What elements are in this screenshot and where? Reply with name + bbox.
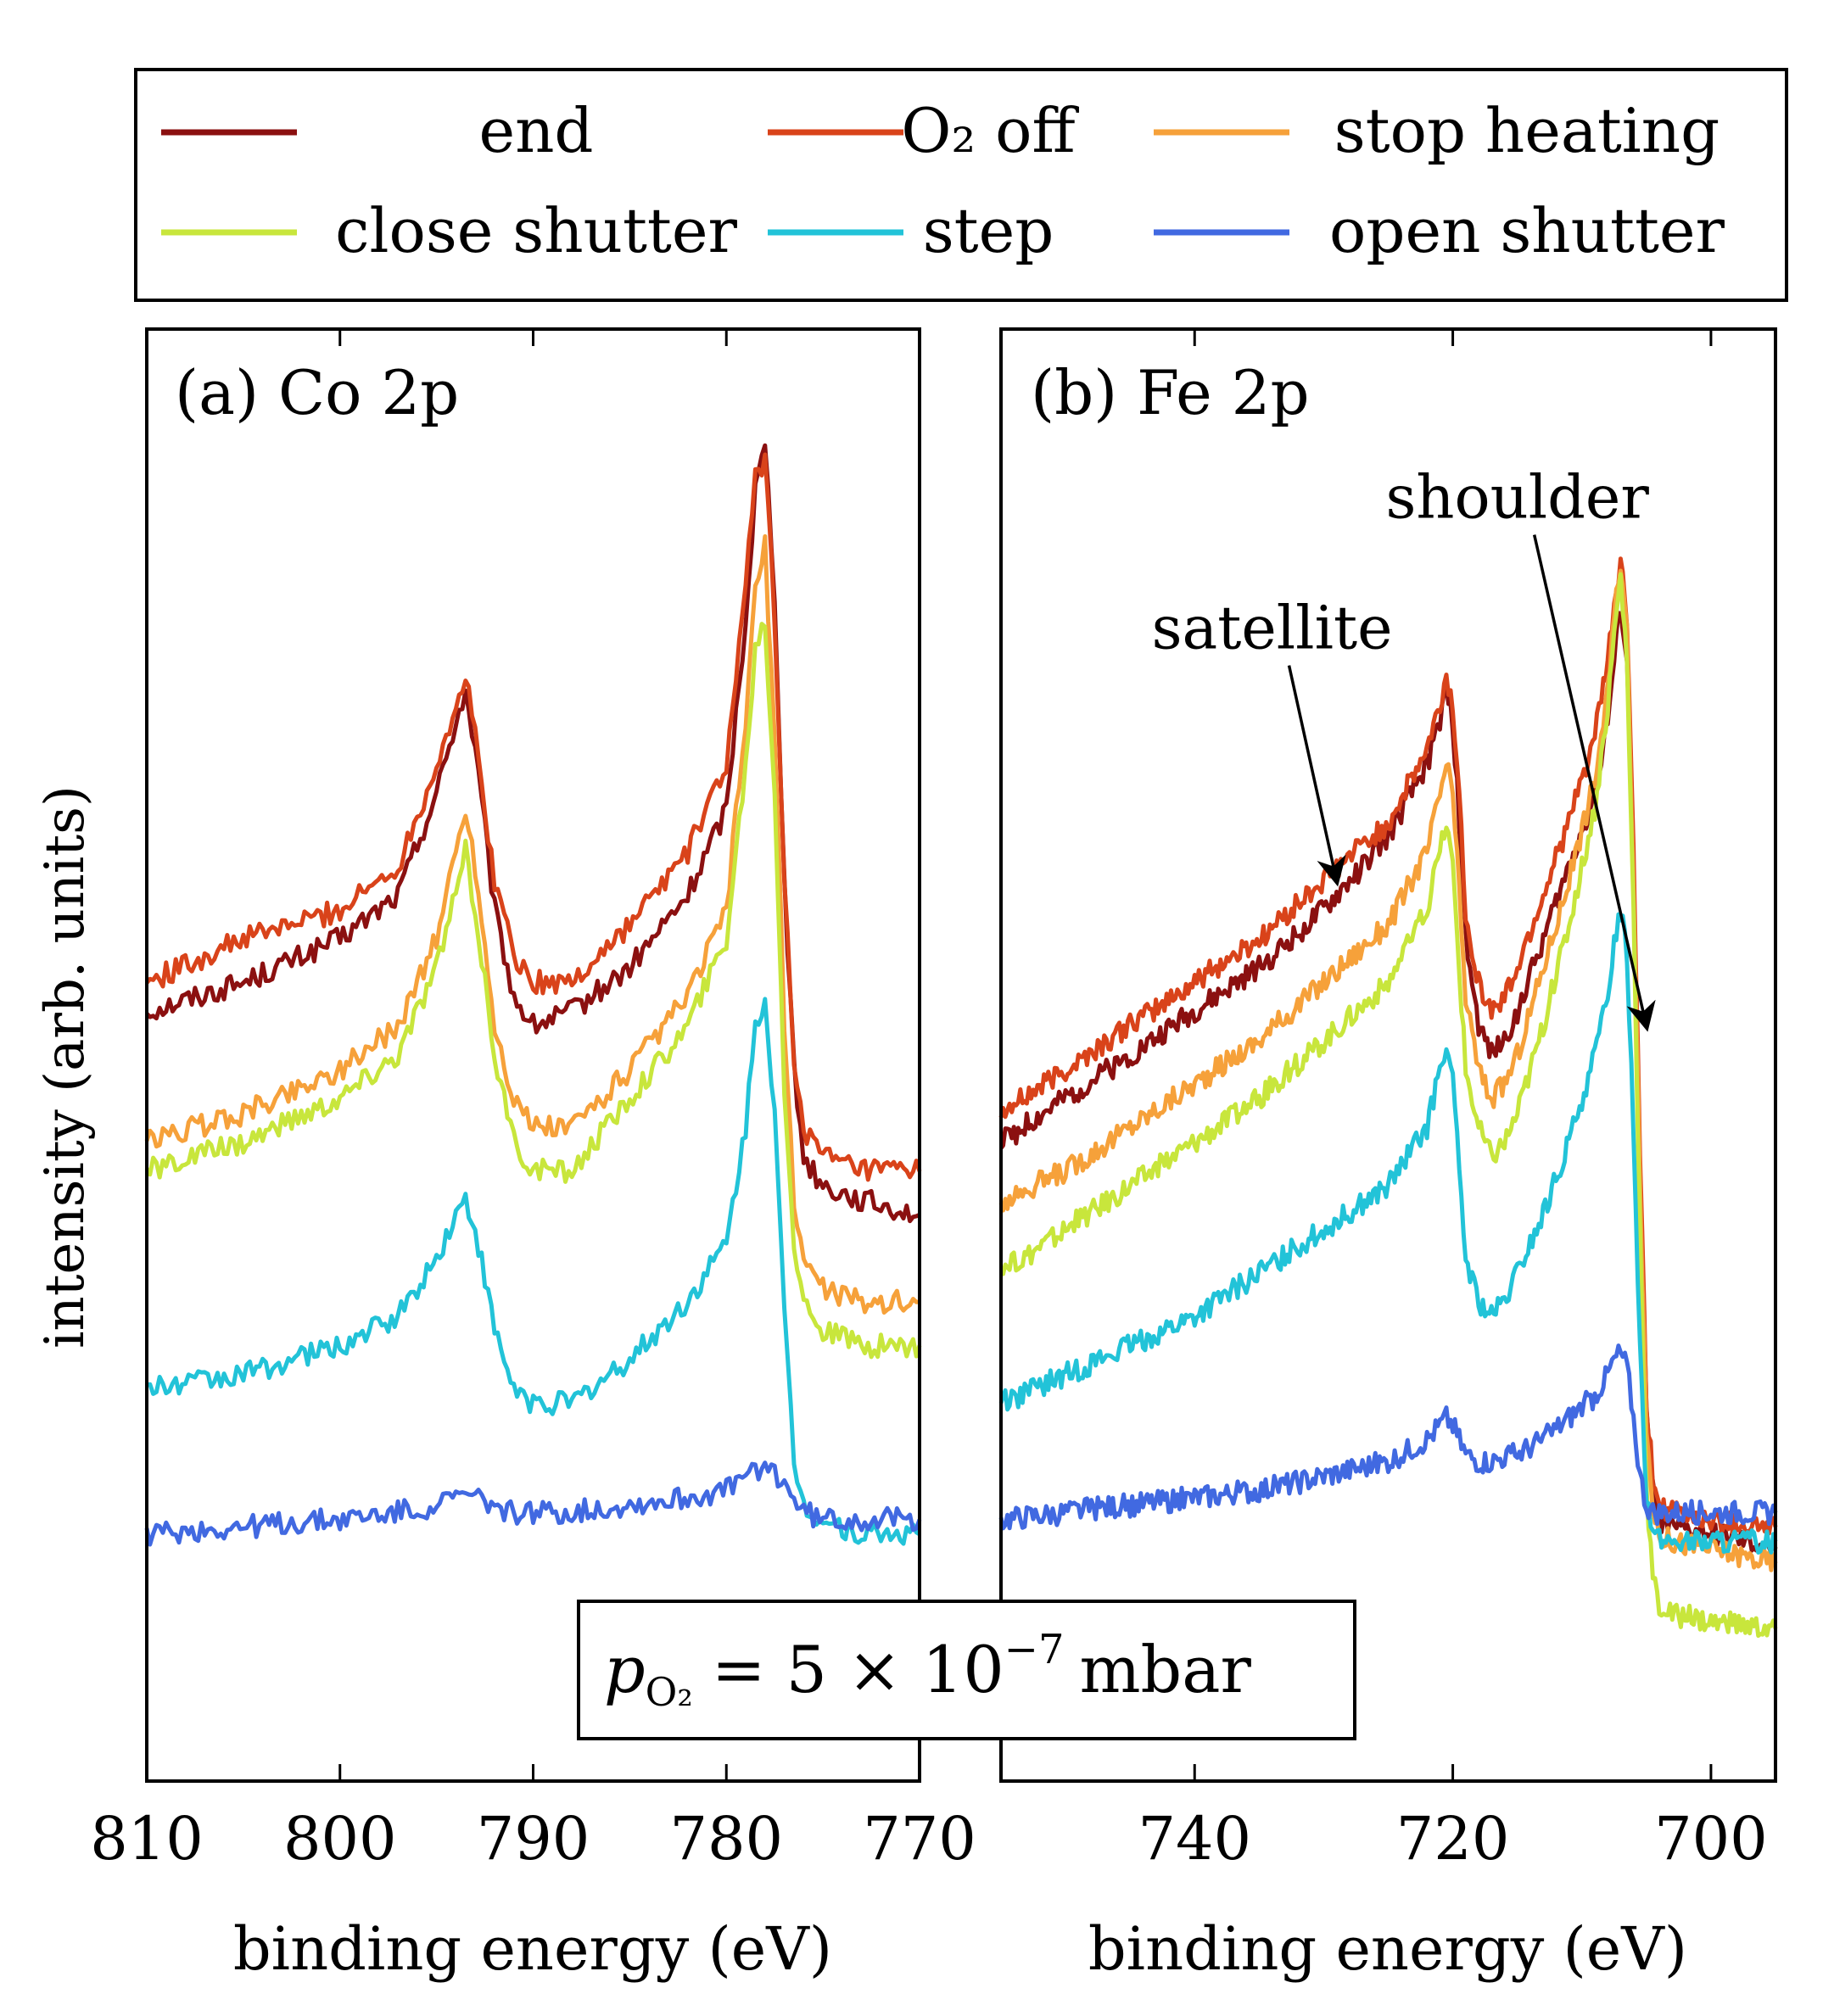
pressure-exponent: −7	[1004, 1626, 1065, 1673]
panel-a-tick-label-5: 770	[863, 1804, 976, 1874]
legend-label-5: step	[923, 195, 1054, 266]
legend: end O₂ off stop heating close shutter step op…	[134, 68, 1788, 302]
y-axis-label: intensity (arb. units)	[34, 785, 97, 1349]
annotation-label-2: shoulder	[1386, 463, 1650, 533]
panel-b-series-2	[998, 556, 1778, 1536]
annotation-label-1: satellite	[1152, 594, 1393, 663]
legend-label-3: stop heating	[1334, 95, 1720, 166]
panel-a-series-5	[146, 997, 921, 1546]
legend-label-2: O₂ off	[901, 95, 1079, 166]
panel-b-tick-label-2: 720	[1396, 1804, 1510, 1874]
legend-label-6: open shutter	[1329, 195, 1725, 266]
panel-b-tick-label-3: 700	[1654, 1804, 1768, 1874]
pressure-subscript: O₂	[646, 1669, 693, 1715]
panel-a-x-axis-label: binding energy (eV)	[233, 1914, 832, 1984]
legend-label-1: end	[478, 95, 593, 166]
panel-a-tick-label-3: 790	[477, 1804, 590, 1874]
panel-a-series-2	[145, 452, 922, 1182]
panel-b-series-3	[998, 568, 1778, 1572]
panel-a-series-6	[144, 1460, 922, 1547]
pressure-note-frame	[577, 1600, 1356, 1740]
pressure-note: pO₂ = 5 × 10−7 mbar	[577, 1600, 1356, 1740]
panel-a-tick-label-4: 780	[669, 1804, 783, 1874]
panel-b-tick-label-1: 740	[1138, 1804, 1251, 1874]
panel-b: 740 720 700 (b) Fe 2p binding energy (eV) …	[998, 327, 1778, 1984]
panel-a-tick-label-1: 810	[90, 1804, 204, 1874]
panel-b-series-1	[999, 611, 1778, 1555]
annotation-arrow-2	[1532, 534, 1656, 1032]
panel-a-tick-label-2: 800	[283, 1804, 397, 1874]
pressure-symbol: p	[604, 1632, 646, 1707]
panel-b-series-4	[1001, 572, 1778, 1639]
panel-b-frame	[999, 327, 1777, 1783]
annotation-arrow-1	[1287, 665, 1346, 887]
panel-a-series-4	[144, 622, 922, 1360]
pressure-value: = 5 × 10	[712, 1632, 1004, 1707]
panel-b-series-6	[998, 1343, 1778, 1531]
legend-frame	[134, 68, 1788, 302]
panel-a-frame	[145, 327, 921, 1783]
panel-a-series-3	[144, 533, 920, 1315]
pressure-note-text: pO₂ = 5 × 10−7 mbar	[604, 1626, 1252, 1715]
panel-b-x-axis-label: binding energy (eV)	[1088, 1914, 1687, 1984]
panel-b-series-5	[998, 912, 1778, 1555]
pressure-unit: mbar	[1079, 1632, 1251, 1707]
panel-b-title: (b) Fe 2p	[1031, 357, 1310, 428]
panel-a-title: (a) Co 2p	[175, 357, 459, 428]
panel-a: 810 800 790 780 770 (a) Co 2p binding energy…	[90, 327, 976, 1984]
legend-label-4: close shutter	[335, 195, 737, 266]
